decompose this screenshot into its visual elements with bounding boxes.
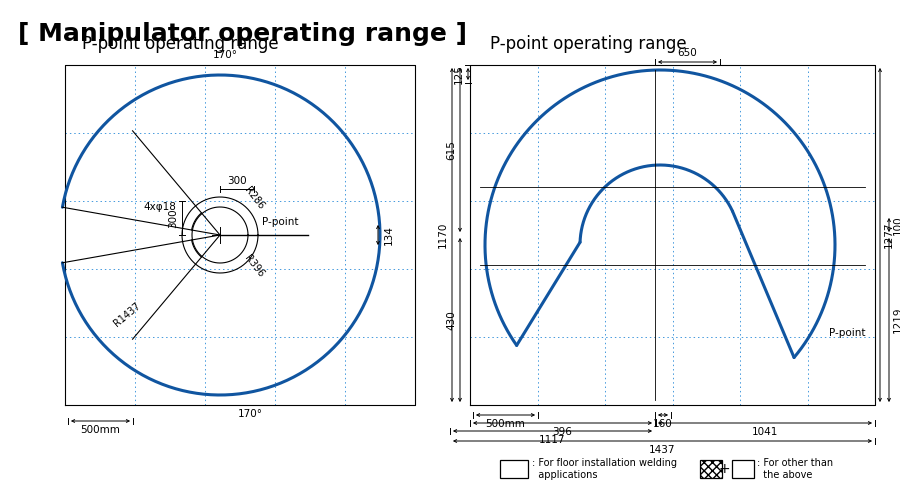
Text: P-point operating range: P-point operating range — [490, 35, 687, 53]
Text: 134: 134 — [384, 225, 394, 245]
Text: R286: R286 — [242, 185, 266, 211]
Text: P-point operating range: P-point operating range — [82, 35, 279, 53]
Text: P-point: P-point — [829, 328, 865, 338]
Text: 615: 615 — [446, 140, 456, 160]
Text: 160: 160 — [653, 419, 673, 429]
Text: R396: R396 — [242, 253, 266, 279]
Text: 500mm: 500mm — [81, 425, 121, 435]
Bar — [700, 460, 722, 478]
Text: 170°: 170° — [212, 50, 238, 60]
Bar — [500, 460, 528, 478]
Text: 396: 396 — [553, 427, 572, 437]
Text: R1437: R1437 — [112, 301, 142, 329]
Text: P-point: P-point — [262, 217, 299, 227]
Text: 300: 300 — [227, 176, 247, 186]
Text: 500mm: 500mm — [486, 419, 526, 429]
Text: 650: 650 — [678, 48, 698, 58]
Text: 1437: 1437 — [649, 445, 676, 455]
Text: 170°: 170° — [238, 409, 263, 419]
Text: 1219: 1219 — [893, 306, 900, 333]
Text: 1170: 1170 — [438, 222, 448, 248]
Bar — [732, 460, 754, 478]
Text: 125: 125 — [454, 64, 464, 84]
Text: 300: 300 — [168, 208, 178, 228]
Text: 430: 430 — [446, 310, 456, 330]
Text: +: + — [718, 462, 730, 476]
Text: 1117: 1117 — [539, 435, 566, 445]
Text: 1277: 1277 — [884, 222, 894, 248]
Text: : For floor installation welding
  applications: : For floor installation welding applica… — [532, 458, 677, 480]
Text: 4xφ18: 4xφ18 — [144, 202, 176, 212]
Text: 1041: 1041 — [752, 427, 778, 437]
Text: 100: 100 — [893, 215, 900, 235]
Text: : For other than
  the above: : For other than the above — [757, 458, 833, 480]
Text: [ Manipulator operating range ]: [ Manipulator operating range ] — [18, 22, 467, 46]
